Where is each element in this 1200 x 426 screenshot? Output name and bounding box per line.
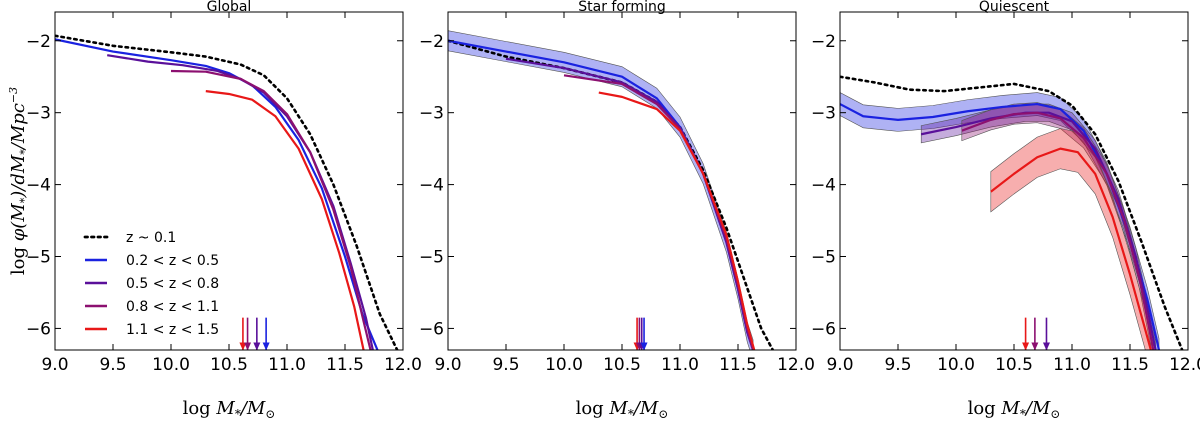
y-tick-label: −2 [26,32,51,52]
arrow-head-z02_05 [640,342,648,351]
legend: z ~ 0.1 0.2 < z < 0.5 0.5 < z < 0.8 0.8 < z… [83,230,219,338]
legend-label-z08_11: 0.8 < z < 1.1 [126,299,219,315]
legend-label-local: z ~ 0.1 [126,230,176,246]
x-tick-label: 9.5 [884,355,911,375]
plot-area [448,30,775,350]
y-tick-label: −5 [811,248,836,268]
legend-label-z02_05: 0.2 < z < 0.5 [126,253,219,269]
arrow-head-z08_11 [1031,342,1039,351]
x-tick-label: 10.0 [545,355,583,375]
y-tick-label: −2 [419,32,444,52]
legend-label-z05_08: 0.5 < z < 0.8 [126,276,219,292]
x-tick-label: 10.5 [603,355,641,375]
arrow-head-z11_15 [239,342,247,351]
panel-2: Star forming 9.0 9.5 10.0 10.5 11.0 11.5 12.0 −2… [419,0,815,421]
y-tick-label: −3 [419,104,444,124]
y-tick-label: −3 [26,104,51,124]
panel-1: Global 9.0 9.5 10.0 10.5 11.0 11.5 12.0 −2 −3 −4 −5… [7,0,422,421]
series-line-z11_15 [205,90,365,350]
series-line-local [55,34,399,350]
y-tick-label: −4 [419,176,444,196]
y-tick-label: −2 [811,32,836,52]
x-tick-label: 11.5 [326,355,364,375]
plot-area [840,75,1184,350]
x-tick-label: 9.5 [99,355,126,375]
panel-title: Star forming [578,0,665,15]
x-tick-label: 9.5 [492,355,519,375]
y-tick-label: −6 [419,319,444,339]
series-line-z05_08 [920,111,1157,350]
series-line-z11_15 [990,147,1152,350]
x-tick-label: 12.0 [1169,355,1200,375]
x-tick-label: 11.0 [661,355,699,375]
arrow-head-z11_15 [1022,342,1030,351]
panel-title: Quiescent [979,0,1050,15]
legend-label-z11_15: 1.1 < z < 1.5 [126,322,219,338]
plot-area [55,34,399,350]
x-tick-label: 9.0 [826,355,853,375]
y-tick-label: −4 [811,176,836,196]
panel-3: Quiescent 9.0 9.5 10.0 10.5 11.0 11.5 12.0 −2 −3 −… [811,0,1200,421]
error-band-z11_15 [990,128,1152,350]
series-line-local [840,75,1184,350]
series-line-local [448,39,775,350]
x-tick-label: 9.0 [434,355,461,375]
x-axis-label: log M*/M⊙ [968,398,1061,421]
y-tick-label: −6 [26,319,51,339]
x-tick-label: 10.5 [995,355,1033,375]
x-tick-label: 9.0 [41,355,68,375]
series-line-z11_15 [598,91,756,350]
y-tick-label: −5 [26,248,51,268]
y-tick-label: −4 [26,176,51,196]
x-tick-label: 10.5 [210,355,248,375]
arrow-head-z05_08 [1042,342,1050,351]
y-axis-label: log φ(M*)/dM*/Mpc−3 [7,87,31,275]
arrow-head-z05_08 [253,342,261,351]
series-line-z05_08 [107,54,374,350]
arrow-head-z02_05 [262,342,270,351]
series-line-z02_05 [55,38,379,350]
x-tick-label: 10.0 [152,355,190,375]
x-axis-label: log M*/M⊙ [576,398,669,421]
x-tick-label: 11.0 [268,355,306,375]
series-line-z08_11 [961,111,1155,350]
x-tick-label: 10.0 [937,355,975,375]
y-tick-label: −5 [419,248,444,268]
series-line-z08_11 [563,74,755,350]
y-tick-label: −3 [811,104,836,124]
series-line-z08_11 [170,69,372,350]
x-tick-label: 11.0 [1053,355,1091,375]
plot-frame [447,11,797,351]
x-axis-label: log M*/M⊙ [183,398,276,421]
panel-title: Global [207,0,252,15]
arrow-head-z08_11 [244,342,252,351]
x-tick-label: 12.0 [777,355,815,375]
error-band-z02_05 [840,92,1160,350]
x-tick-label: 11.5 [719,355,757,375]
x-tick-label: 12.0 [384,355,422,375]
x-tick-label: 11.5 [1111,355,1149,375]
y-tick-label: −6 [811,319,836,339]
